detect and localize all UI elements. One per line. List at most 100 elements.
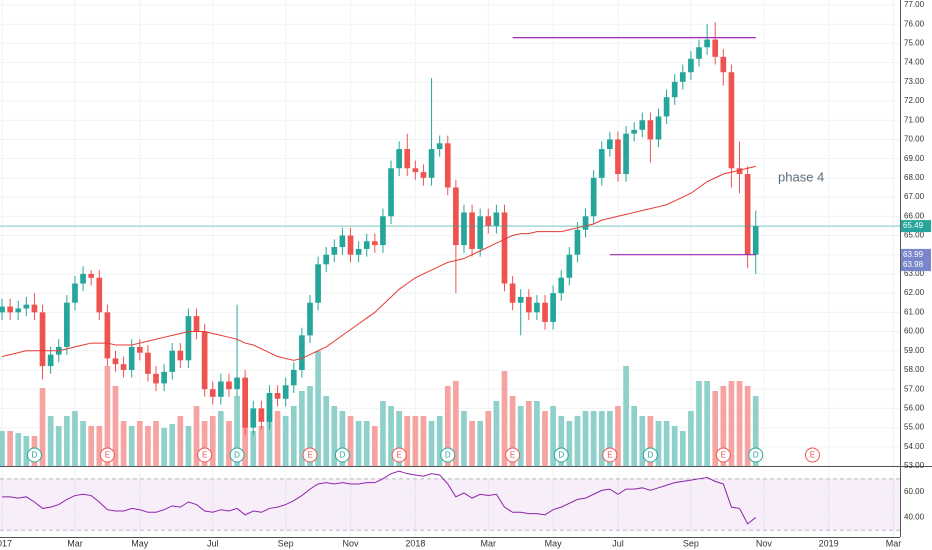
event-label: D — [32, 451, 38, 460]
y-tick-label: 60.00 — [904, 327, 925, 336]
candle-body — [380, 216, 386, 246]
price-tag — [901, 220, 931, 233]
volume-bar — [428, 421, 435, 466]
candle-body — [509, 283, 516, 303]
volume-bar — [388, 406, 394, 466]
volume-bar — [266, 396, 273, 466]
candle-body — [64, 302, 70, 347]
volume-bar — [23, 436, 30, 466]
event-label: E — [396, 451, 401, 460]
candle-body — [120, 364, 127, 370]
volume-bar — [631, 406, 638, 466]
candle-body — [371, 241, 378, 246]
event-label: E — [202, 451, 207, 460]
candle-body — [485, 216, 492, 226]
candle-body — [396, 149, 402, 169]
candle-body — [112, 358, 119, 365]
event-label: E — [510, 451, 515, 460]
volume-bar — [542, 411, 548, 466]
candle-body — [404, 149, 411, 169]
volume-bar — [485, 411, 492, 466]
y-tick-label: 65.00 — [904, 231, 925, 240]
y-tick-label: 75.00 — [904, 39, 925, 48]
candle-body — [307, 302, 313, 336]
y-tick-label: 76.00 — [904, 19, 925, 28]
candle-body — [242, 377, 248, 428]
event-marker — [197, 447, 213, 463]
event-label: D — [234, 451, 240, 460]
candle-body — [355, 248, 362, 255]
x-tick-label: Mar — [886, 538, 902, 548]
candle-body — [274, 393, 281, 399]
y-tick-label: 68.00 — [904, 173, 925, 182]
volume-bar — [663, 421, 670, 466]
candle-body — [704, 39, 710, 48]
candle-body — [453, 187, 459, 246]
x-tick-label: Jul — [207, 538, 219, 548]
candle-body — [31, 304, 38, 313]
x-tick-label: Sep — [683, 538, 699, 548]
x-tick-label: 2017 — [0, 538, 12, 548]
candle-body — [282, 385, 289, 399]
event-marker — [715, 447, 731, 463]
x-tick-label: May — [545, 538, 563, 548]
candle-body — [226, 381, 232, 390]
y-tick-label: 72.00 — [904, 96, 925, 105]
candle-body — [299, 335, 305, 370]
candle-body — [671, 81, 678, 98]
x-tick-label: Jul — [612, 538, 624, 548]
volume-bar — [96, 426, 103, 466]
candle-body — [80, 273, 86, 284]
candle-body — [631, 129, 638, 134]
event-label: D — [753, 451, 759, 460]
candle-body — [7, 306, 13, 313]
volume-bar — [558, 416, 565, 466]
candle-body — [501, 212, 508, 284]
y-tick-label: 55.00 — [904, 423, 925, 432]
candle-body — [493, 212, 500, 226]
candle-body — [598, 149, 605, 178]
candle-body — [331, 247, 338, 255]
candle-body — [752, 226, 759, 255]
candle-body — [96, 277, 103, 313]
volume-bar — [55, 426, 62, 466]
volume-bar — [64, 416, 70, 466]
volume-bar — [566, 421, 573, 466]
rsi-line — [2, 470, 757, 525]
volume-bar — [712, 391, 719, 466]
volume-bar — [501, 371, 508, 466]
volume-bar — [218, 411, 224, 466]
volume-bar — [185, 426, 192, 466]
volume-bar — [120, 421, 127, 466]
candle-body — [209, 389, 216, 397]
volume-bar — [136, 421, 143, 466]
volume-bar — [323, 396, 330, 466]
y-tick-label: 73.00 — [904, 77, 925, 86]
volume-bar — [590, 411, 597, 466]
volume-bar — [201, 421, 208, 466]
volume-bar — [250, 431, 257, 466]
candle-body — [550, 293, 556, 322]
volume-bar — [720, 386, 727, 466]
candle-body — [23, 304, 30, 309]
volume-bar — [299, 391, 305, 466]
volume-layer — [0, 351, 759, 466]
volume-bar — [728, 381, 735, 466]
candle-body — [72, 283, 78, 303]
candle-body — [469, 212, 475, 249]
volume-bar — [209, 416, 216, 466]
candle-body — [590, 177, 597, 217]
volume-bar — [461, 411, 467, 466]
price-tag-label: 65.49 — [903, 221, 924, 230]
y-tick-label: 74.00 — [904, 58, 925, 67]
y-tick-label: 56.00 — [904, 403, 925, 412]
volume-bar — [607, 411, 613, 466]
candle-body — [720, 56, 727, 73]
candle-body — [185, 316, 192, 361]
rsi-layer — [0, 470, 900, 531]
candle-body — [582, 216, 589, 230]
x-tick-label: Nov — [343, 538, 360, 548]
candle-body — [428, 149, 435, 178]
x-tick-label: 2019 — [819, 538, 839, 548]
